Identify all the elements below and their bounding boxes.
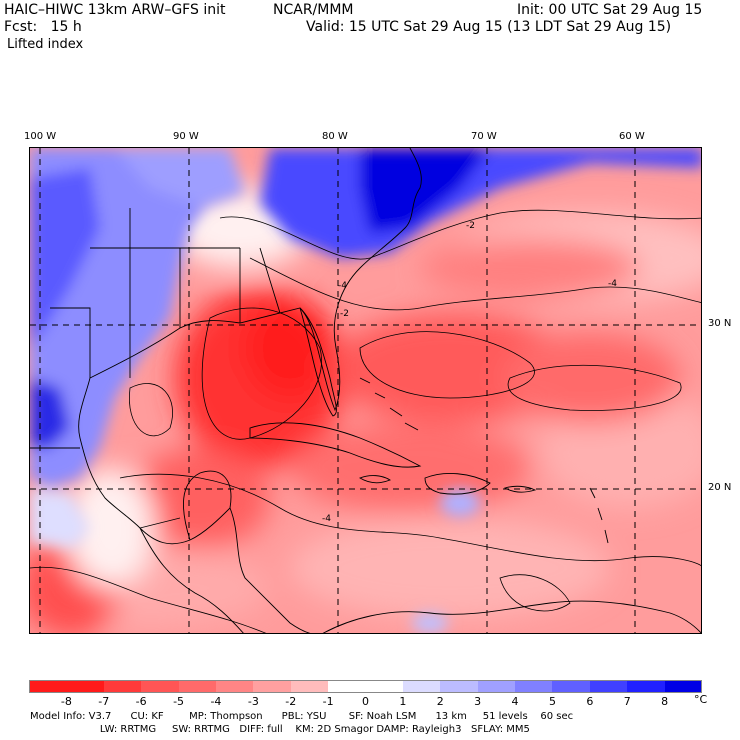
stable-zones (30, 148, 701, 633)
lat-label-20n: 20 N (708, 482, 732, 493)
colorbar-swatch (552, 680, 591, 693)
lon-label-90w: 90 W (173, 131, 199, 142)
coastlines (30, 148, 701, 633)
colorbar-tick-label: -6 (135, 695, 147, 708)
colorbar-outline (29, 680, 702, 693)
lon-label-70w: 70 W (471, 131, 497, 142)
model-title: HAIC–HIWC 13km ARW–GFS init (4, 2, 226, 18)
map-svg: -2 -4 -2 -4 -4 (30, 148, 701, 633)
colorbar-swatch (178, 680, 217, 693)
org-label: NCAR/MMM (273, 2, 354, 18)
contour-label: -4 (338, 281, 347, 291)
valid-time: Valid: 15 UTC Sat 29 Aug 15 (13 LDT Sat … (306, 19, 672, 35)
colorbar-unit: °C (694, 693, 708, 706)
colorbar-swatch (290, 680, 329, 693)
colorbar-swatch (589, 680, 628, 693)
lifted-index-map: -2 -4 -2 -4 -4 (29, 147, 702, 634)
colorbar-tick-label: 6 (586, 695, 594, 708)
model-info-line-2: LW: RRTMG SW: RRTMG DIFF: full KM: 2D Sm… (30, 724, 530, 735)
contour-label: -2 (466, 221, 475, 231)
colorbar-swatch (141, 680, 180, 693)
colorbar-tick-label: 0 (362, 695, 369, 708)
colorbar-swatch (215, 680, 254, 693)
contour-label: -4 (322, 514, 331, 524)
colorbar-tick-label: 3 (474, 695, 482, 708)
colorbar-tick-label: 8 (661, 695, 669, 708)
colorbar-tick-label: 2 (436, 695, 444, 708)
colorbar-tick-label: -4 (210, 695, 222, 708)
lon-label-80w: 80 W (322, 131, 348, 142)
field-shading (30, 188, 701, 633)
colorbar-tick-label: -1 (322, 695, 334, 708)
contour-label: -2 (340, 309, 349, 319)
colorbar-tick-label: 7 (623, 695, 631, 708)
colorbar-swatch (253, 680, 292, 693)
colorbar-tick-label: -3 (247, 695, 259, 708)
colorbar-swatch (328, 680, 366, 693)
colorbar-tick-label: -7 (98, 695, 110, 708)
colorbar-swatch (440, 680, 479, 693)
colorbar-swatch (365, 680, 404, 693)
colorbar-swatch (29, 680, 67, 693)
field-name: Lifted index (7, 37, 84, 52)
model-info-line-1: Model Info: V3.7 CU: KF MP: Thompson PBL… (30, 711, 574, 722)
colorbar-swatch (66, 680, 105, 693)
graticule (30, 148, 701, 633)
colorbar-tick-label: 4 (511, 695, 519, 708)
contour-label: -4 (608, 279, 617, 289)
colorbar-swatch (402, 680, 441, 693)
colorbar-swatch (103, 680, 142, 693)
lat-label-30n: 30 N (708, 318, 732, 329)
lon-label-100w: 100 W (24, 131, 57, 142)
colorbar-swatch (627, 680, 666, 693)
colorbar-swatch (515, 680, 553, 693)
lon-label-60w: 60 W (619, 131, 645, 142)
colorbar-tick-label: -2 (285, 695, 297, 708)
colorbar-tick-label: 1 (399, 695, 407, 708)
colorbar-tick-label: -5 (173, 695, 185, 708)
colorbar-swatch (477, 680, 516, 693)
colorbar-tick-label: -8 (60, 695, 72, 708)
colorbar-swatch (664, 680, 703, 693)
contour-lines (30, 209, 701, 633)
forecast-hour: Fcst: 15 h (4, 19, 82, 35)
contour-value-labels: -2 -4 -2 -4 -4 (322, 221, 617, 524)
colorbar-tick-label: 5 (548, 695, 556, 708)
init-time: Init: 00 UTC Sat 29 Aug 15 (517, 2, 703, 18)
